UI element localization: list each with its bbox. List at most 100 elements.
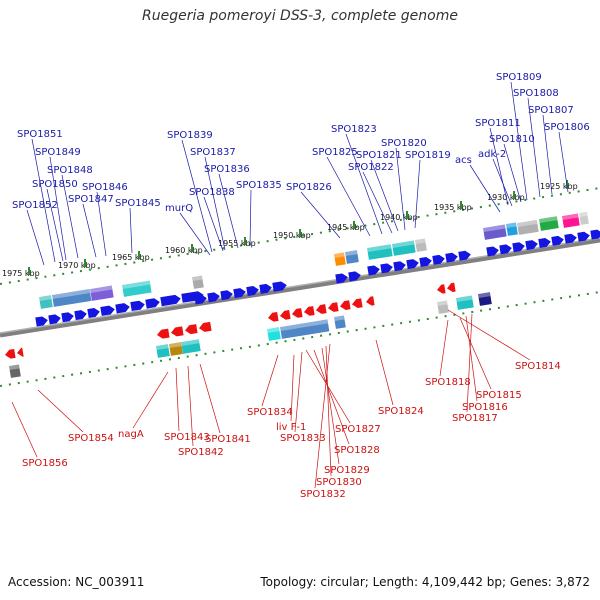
plus-label-leader [179, 212, 211, 256]
minus-label-leader [314, 343, 331, 489]
plus-strand-gene [48, 314, 61, 325]
minus-gene-label[interactable]: liv F-1 [276, 422, 306, 433]
gene-annotation-box [280, 319, 330, 339]
gene-annotation-box [267, 327, 281, 341]
minus-gene-label[interactable]: SPO1842 [178, 447, 224, 458]
plus-gene-label[interactable]: SPO1846 [82, 182, 128, 193]
plus-strand-gene [130, 300, 145, 312]
gene-annotation-box [9, 364, 21, 378]
minus-gene-label[interactable]: SPO1829 [324, 465, 370, 476]
kbp-tick-label: 1930 kbp [487, 193, 525, 202]
plus-gene-label[interactable]: SPO1808 [513, 88, 559, 99]
plus-strand-gene [538, 238, 551, 249]
minus-label-leader [313, 349, 350, 445]
plus-gene-label[interactable]: SPO1838 [189, 187, 235, 198]
plus-label-leader [489, 127, 509, 206]
plus-gene-label[interactable]: adk-2 [478, 149, 506, 160]
minus-strand-gene [352, 298, 363, 309]
plus-gene-label[interactable]: SPO1849 [35, 147, 81, 158]
plus-gene-label[interactable]: SPO1810 [489, 134, 535, 145]
plus-gene-label[interactable]: SPO1821 [356, 150, 402, 161]
plus-gene-label[interactable]: SPO1825 [312, 147, 358, 158]
plus-strand-gene [432, 254, 445, 265]
plus-gene-label[interactable]: SPO1837 [190, 147, 236, 158]
minus-strand-gene [171, 326, 184, 337]
plus-strand-gene [100, 305, 115, 316]
minus-gene-label[interactable]: SPO1833 [280, 433, 326, 444]
plus-gene-label[interactable]: SPO1806 [544, 122, 590, 133]
minus-label-leader [175, 367, 180, 432]
plus-strand-gene [272, 281, 287, 292]
plus-gene-label[interactable]: SPO1850 [32, 179, 78, 190]
gene-annotation-box [192, 275, 204, 289]
minus-gene-label[interactable]: SPO1832 [300, 489, 346, 500]
gene-annotation-box [334, 315, 346, 329]
genome-title: Ruegeria pomeroyi DSS-3, complete genome [142, 8, 458, 24]
minus-gene-label[interactable]: SPO1843 [164, 432, 210, 443]
plus-gene-label[interactable]: SPO1848 [47, 165, 93, 176]
plus-gene-label[interactable]: SPO1826 [286, 182, 332, 193]
plus-gene-label[interactable]: SPO1807 [528, 105, 574, 116]
minus-strand-gene [366, 296, 375, 306]
plus-strand-gene [207, 292, 220, 303]
minus-gene-label[interactable]: SPO1854 [68, 433, 114, 444]
kbp-tick-label: 1925 kbp [540, 182, 578, 191]
gene-annotation-box [181, 339, 201, 354]
minus-label-leader [465, 315, 478, 402]
plus-strand-gene [145, 298, 160, 309]
plus-gene-label[interactable]: murQ [165, 203, 193, 214]
plus-label-leader [414, 159, 421, 229]
plus-strand-gene [194, 294, 207, 305]
plus-gene-label[interactable]: SPO1820 [381, 138, 427, 149]
minus-gene-label[interactable]: SPO1830 [316, 477, 362, 488]
minus-gene-label[interactable]: SPO1817 [452, 413, 498, 424]
gene-annotation-box [122, 280, 152, 297]
minus-gene-label[interactable]: SPO1815 [476, 390, 522, 401]
gene-annotation-box [52, 289, 92, 307]
kbp-tick-label: 1950 kbp [273, 231, 311, 240]
plus-strand-gene [577, 231, 590, 242]
minus-gene-label[interactable]: SPO1824 [378, 406, 424, 417]
minus-gene-label[interactable]: SPO1827 [335, 424, 381, 435]
plus-label-leader [510, 81, 528, 201]
plus-label-leader [326, 156, 371, 237]
plus-gene-label[interactable]: SPO1822 [348, 162, 394, 173]
minus-gene-label[interactable]: SPO1816 [462, 402, 508, 413]
plus-strand-gene [367, 265, 380, 276]
plus-label-leader [558, 131, 569, 193]
minus-gene-label[interactable]: SPO1814 [515, 361, 561, 372]
minus-gene-label[interactable]: SPO1856 [22, 458, 68, 469]
gene-annotation-box [367, 244, 393, 260]
minus-gene-label[interactable]: SPO1834 [247, 407, 293, 418]
plus-strand-gene [406, 259, 419, 270]
gene-annotation-box [415, 238, 427, 252]
plus-label-leader [203, 196, 224, 252]
plus-gene-label[interactable]: SPO1836 [204, 164, 250, 175]
plus-gene-label[interactable]: SPO1835 [236, 180, 282, 191]
plus-gene-label[interactable]: SPO1845 [115, 198, 161, 209]
plus-strand-gene [35, 316, 48, 327]
gene-annotation-box [392, 240, 416, 256]
minus-strand-gene [198, 321, 212, 332]
minus-gene-label[interactable]: nagA [118, 429, 144, 440]
plus-gene-label[interactable]: SPO1809 [496, 72, 542, 83]
plus-strand-gene [61, 312, 74, 323]
minus-gene-label[interactable]: SPO1841 [205, 434, 251, 445]
minus-gene-label[interactable]: SPO1828 [334, 445, 380, 456]
minus-strand-gene [17, 347, 24, 357]
minus-gene-label[interactable]: SPO1818 [425, 377, 471, 388]
plus-gene-label[interactable]: SPO1852 [12, 200, 58, 211]
plus-strand-gene [233, 288, 246, 299]
gene-annotation-box [517, 219, 539, 235]
plus-label-leader [46, 188, 64, 262]
plus-gene-label[interactable]: SPO1811 [475, 118, 521, 129]
plus-gene-label[interactable]: SPO1851 [17, 129, 63, 140]
plus-strand-gene [160, 294, 181, 307]
minus-strand-gene [292, 308, 303, 318]
plus-gene-label[interactable]: SPO1823 [331, 124, 377, 135]
plus-gene-label[interactable]: SPO1839 [167, 130, 213, 141]
plus-gene-label[interactable]: SPO1847 [68, 194, 114, 205]
plus-gene-label[interactable]: acs [455, 155, 472, 166]
minus-strand-gene [316, 304, 327, 314]
plus-gene-label[interactable]: SPO1819 [405, 150, 451, 161]
